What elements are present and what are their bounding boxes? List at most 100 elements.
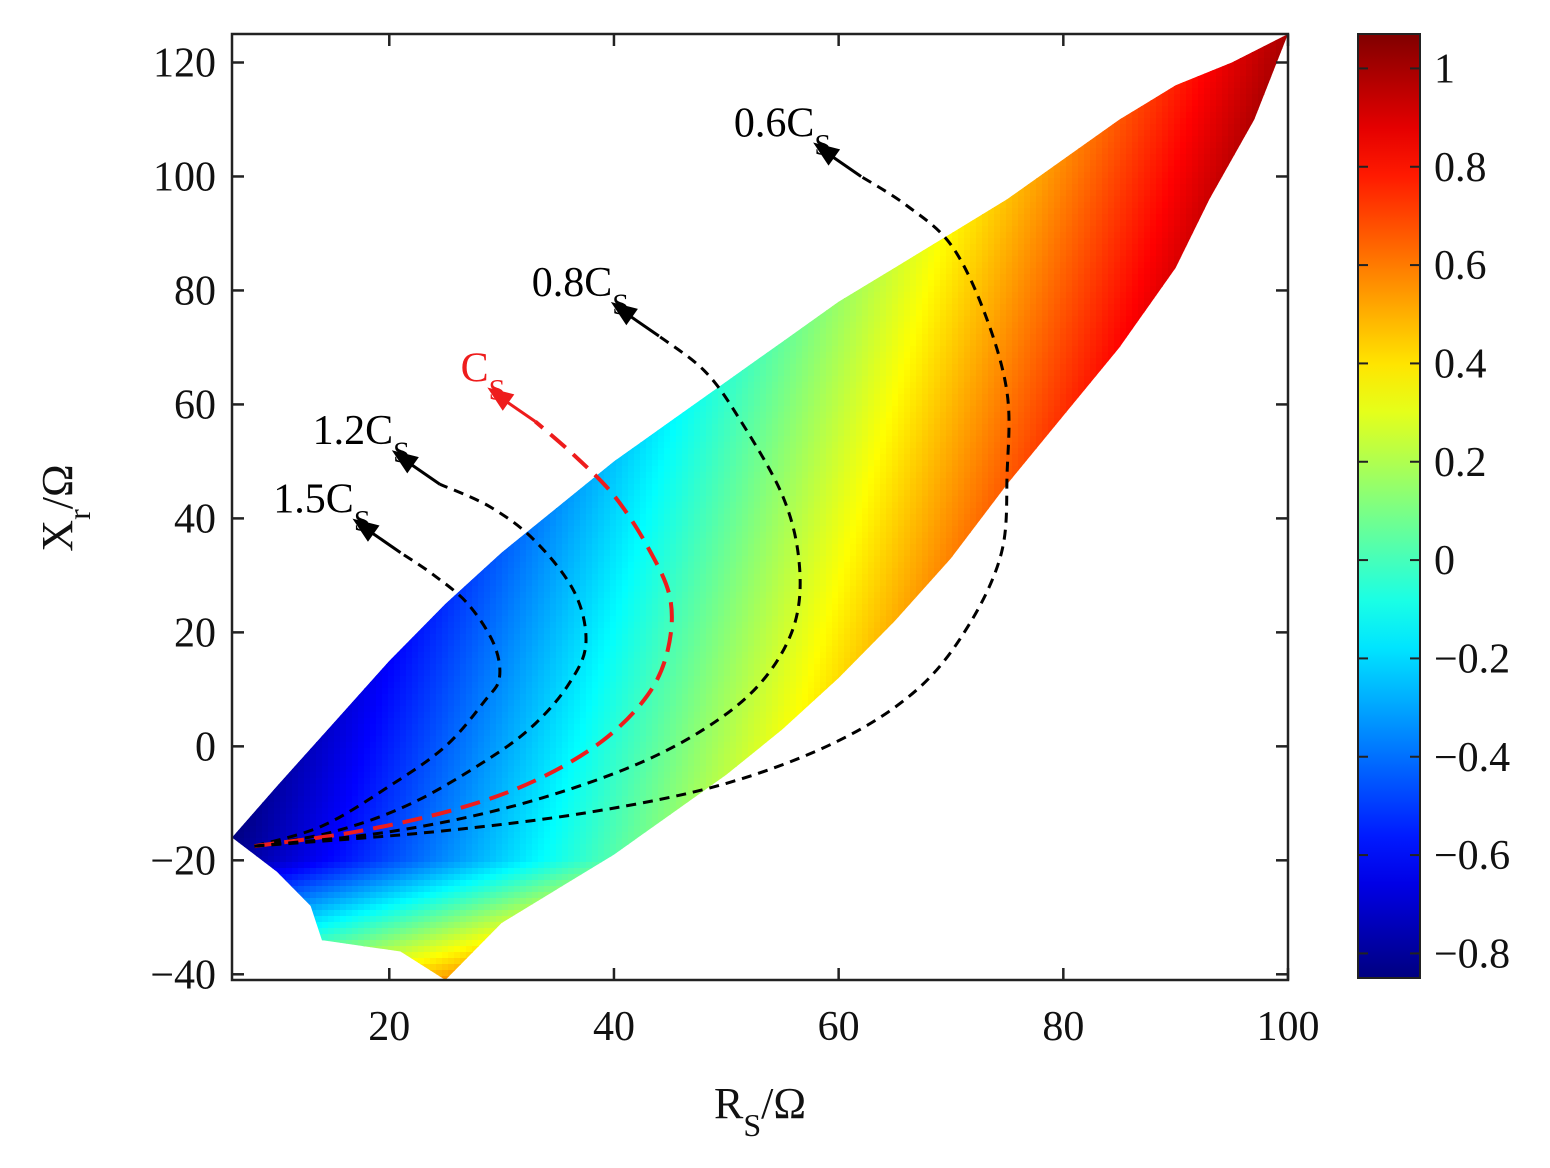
heat-cell — [238, 520, 245, 527]
heat-cell — [274, 634, 281, 641]
heat-cell — [346, 664, 353, 671]
heat-cell — [358, 214, 365, 221]
heat-cell — [364, 280, 371, 287]
heat-cell — [400, 424, 407, 431]
heat-cell — [250, 694, 257, 701]
heat-cell — [274, 856, 281, 863]
heat-cell — [358, 460, 365, 467]
heat-cell — [274, 262, 281, 269]
heat-cell — [244, 292, 251, 299]
heat-cell — [382, 640, 389, 647]
heat-cell — [388, 634, 395, 641]
heat-cell — [406, 934, 413, 941]
heat-cell — [322, 454, 329, 461]
heat-cell — [406, 292, 413, 299]
heat-cell — [388, 496, 395, 503]
heat-cell — [370, 166, 377, 173]
heat-cell — [376, 772, 383, 779]
heat-cell — [310, 766, 317, 773]
heat-cell — [316, 652, 323, 659]
heat-cell — [364, 40, 371, 47]
heat-cell — [316, 304, 323, 311]
heat-cell — [268, 166, 275, 173]
heat-cell — [388, 100, 395, 107]
heat-cell — [358, 142, 365, 149]
heat-cell — [418, 64, 425, 71]
heat-cell — [262, 916, 269, 923]
heat-cell — [328, 286, 335, 293]
heat-cell — [352, 208, 359, 215]
heat-cell — [310, 910, 317, 917]
heat-cell — [268, 304, 275, 311]
heat-cell — [388, 688, 395, 695]
heat-cell — [250, 676, 257, 683]
heat-cell — [340, 820, 347, 827]
heat-cell — [310, 682, 317, 689]
heat-cell — [412, 694, 419, 701]
heat-cell — [310, 190, 317, 197]
heat-cell — [322, 784, 329, 791]
heat-cell — [250, 322, 257, 329]
heat-cell — [400, 58, 407, 65]
heat-cell — [328, 898, 335, 905]
heat-cell — [376, 802, 383, 809]
heat-cell — [310, 292, 317, 299]
heat-cell — [376, 460, 383, 467]
heat-cell — [412, 484, 419, 491]
heat-cell — [358, 886, 365, 893]
heat-cell — [304, 178, 311, 185]
heat-cell — [262, 388, 269, 395]
heat-cell — [370, 796, 377, 803]
heat-cell — [328, 724, 335, 731]
heat-cell — [412, 304, 419, 311]
heat-cell — [334, 898, 341, 905]
heat-cell — [238, 280, 245, 287]
heat-cell — [256, 64, 263, 71]
heat-cell — [370, 688, 377, 695]
heat-cell — [256, 958, 263, 965]
heat-cell — [286, 340, 293, 347]
heat-cell — [328, 634, 335, 641]
heat-cell — [346, 274, 353, 281]
heat-cell — [298, 292, 305, 299]
heat-cell — [244, 178, 251, 185]
heat-cell — [304, 874, 311, 881]
heat-cell — [346, 628, 353, 635]
heat-cell — [388, 592, 395, 599]
heat-cell — [286, 550, 293, 557]
heat-cell — [400, 736, 407, 743]
heat-cell — [304, 742, 311, 749]
heat-cell — [268, 766, 275, 773]
heat-cell — [250, 232, 257, 239]
heat-cell — [346, 352, 353, 359]
heat-cell — [250, 874, 257, 881]
heat-cell — [412, 964, 419, 971]
heat-cell — [298, 952, 305, 959]
heat-cell — [382, 856, 389, 863]
heat-cell — [370, 340, 377, 347]
heat-cell — [406, 700, 413, 707]
heat-cell — [400, 304, 407, 311]
heat-cell — [250, 838, 257, 845]
heat-cell — [298, 868, 305, 875]
heat-cell — [334, 190, 341, 197]
heat-cell — [244, 184, 251, 191]
heat-cell — [418, 358, 425, 365]
heat-cell — [256, 226, 263, 233]
heat-cell — [322, 268, 329, 275]
heat-cell — [250, 238, 257, 245]
heat-cell — [328, 646, 335, 653]
heat-cell — [376, 838, 383, 845]
heat-cell — [244, 568, 251, 575]
heat-cell — [382, 328, 389, 335]
heat-cell — [388, 628, 395, 635]
heat-cell — [400, 52, 407, 59]
heat-cell — [382, 190, 389, 197]
heat-cell — [250, 592, 257, 599]
heat-cell — [394, 508, 401, 515]
heat-cell — [262, 640, 269, 647]
heat-cell — [406, 904, 413, 911]
heat-cell — [256, 616, 263, 623]
heat-cell — [274, 352, 281, 359]
heat-cell — [304, 916, 311, 923]
